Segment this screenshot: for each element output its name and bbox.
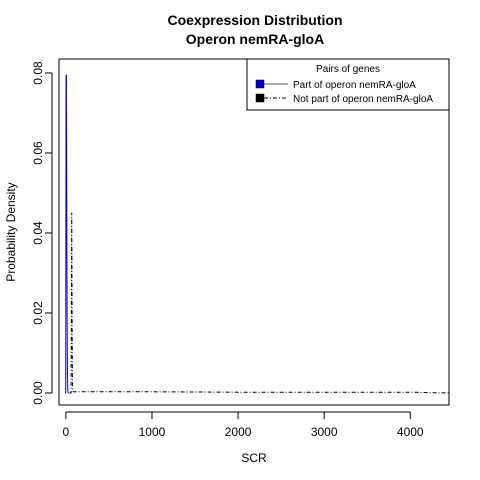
legend-entry-part-of-operon: Part of operon nemRA-gloA — [293, 80, 416, 91]
chart-title: Coexpression Distribution — [167, 12, 342, 28]
x-axis: 0 1000 2000 3000 4000 — [63, 411, 424, 439]
legend-title: Pairs of genes — [316, 64, 380, 75]
x-tick-label: 3000 — [311, 425, 338, 439]
y-tick-label: 0.04 — [31, 221, 45, 245]
legend-swatch-part-of-operon — [255, 79, 265, 89]
x-axis-label: SCR — [241, 451, 267, 465]
chart-subtitle: Operon nemRA-gloA — [186, 31, 324, 47]
legend-swatch-not-part-of-operon — [255, 93, 265, 103]
x-tick-label: 1000 — [139, 425, 166, 439]
legend-entry-not-part-of-operon: Not part of operon nemRA-gloA — [293, 94, 433, 105]
x-tick-label: 4000 — [397, 425, 424, 439]
y-tick-label: 0.06 — [31, 141, 45, 165]
x-tick-label: 0 — [63, 425, 70, 439]
y-tick-label: 0.08 — [31, 61, 45, 85]
series-layer — [65, 74, 449, 394]
plot-frame — [58, 58, 450, 406]
legend: Pairs of genes Part of operon nemRA-gloA… — [246, 58, 450, 111]
x-tick-label: 2000 — [225, 425, 252, 439]
y-tick-label: 0.02 — [31, 301, 45, 325]
y-tick-label: 0.00 — [31, 381, 45, 405]
y-axis: 0.00 0.02 0.04 0.06 0.08 — [31, 61, 53, 405]
density-line-part-of-operon — [65, 74, 69, 394]
density-line-not-part-of-operon — [69, 212, 449, 394]
y-axis-label: Probability Density — [4, 182, 18, 281]
